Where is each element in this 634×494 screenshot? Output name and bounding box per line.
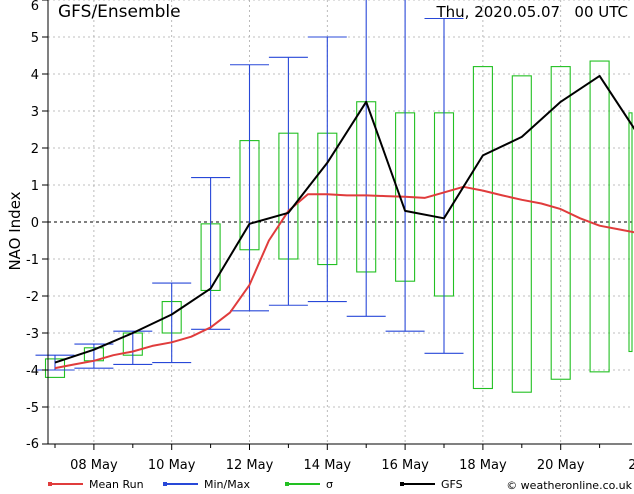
x-tick-label: 16 May [381,458,429,473]
x-tick-label: 10 May [148,458,196,473]
sigma-box [550,66,571,380]
y-tick-label: 5 [31,31,39,46]
series-line-mean-run [54,185,634,370]
y-tick-label: -3 [26,327,39,342]
y-tick-label: -4 [26,364,39,379]
legend-marker-gfs [400,482,404,486]
x-tick-label: 22 [628,458,634,473]
sigma-box [589,60,610,373]
run-date-label: Thu, 2020.05.07 00 UTC [436,3,629,21]
x-tick-label: 08 May [70,458,118,473]
legend-marker-mean-run [48,482,52,486]
y-tick-label: -2 [26,290,39,305]
y-tick-label: 2 [31,142,39,157]
sigma-box [511,75,532,393]
legend-label-sigma: σ [326,478,333,490]
y-tick-label: -5 [26,401,39,416]
x-tick-label: 20 May [537,458,585,473]
y-tick-label: 6 [31,0,39,14]
series-line-gfs [54,74,634,364]
y-tick-label: 1 [31,179,39,194]
x-tick-label: 18 May [459,458,507,473]
y-tick-label: 3 [31,105,39,120]
y-axis-label: NAO Index [6,191,24,270]
x-tick-label: 14 May [304,458,352,473]
x-tick-label: 12 May [226,458,274,473]
legend-marker-sigma [285,482,289,486]
series-layer [54,74,634,370]
y-tick-label: -6 [26,437,39,452]
legend-marker-min-max [163,482,167,486]
legend-label-min-max: Min/Max [204,478,250,490]
chart-title: GFS/Ensemble [58,2,181,22]
y-tick-label: 0 [31,216,39,231]
sigma-box [472,66,493,390]
legend-label-gfs: GFS [441,478,463,490]
legend: Mean Run Min/Max σ GFS [48,478,463,491]
y-tick-label: 4 [31,68,39,83]
axes-layer: -6 -5 -4 -3 -2 -1 0 1 2 3 4 5 6 08 May 10 May 12 May 14 … [26,0,634,473]
legend-label-mean-run: Mean Run [89,478,144,490]
credit-label: © weatheronline.co.uk [506,479,632,490]
y-tick-label: -1 [26,253,39,268]
